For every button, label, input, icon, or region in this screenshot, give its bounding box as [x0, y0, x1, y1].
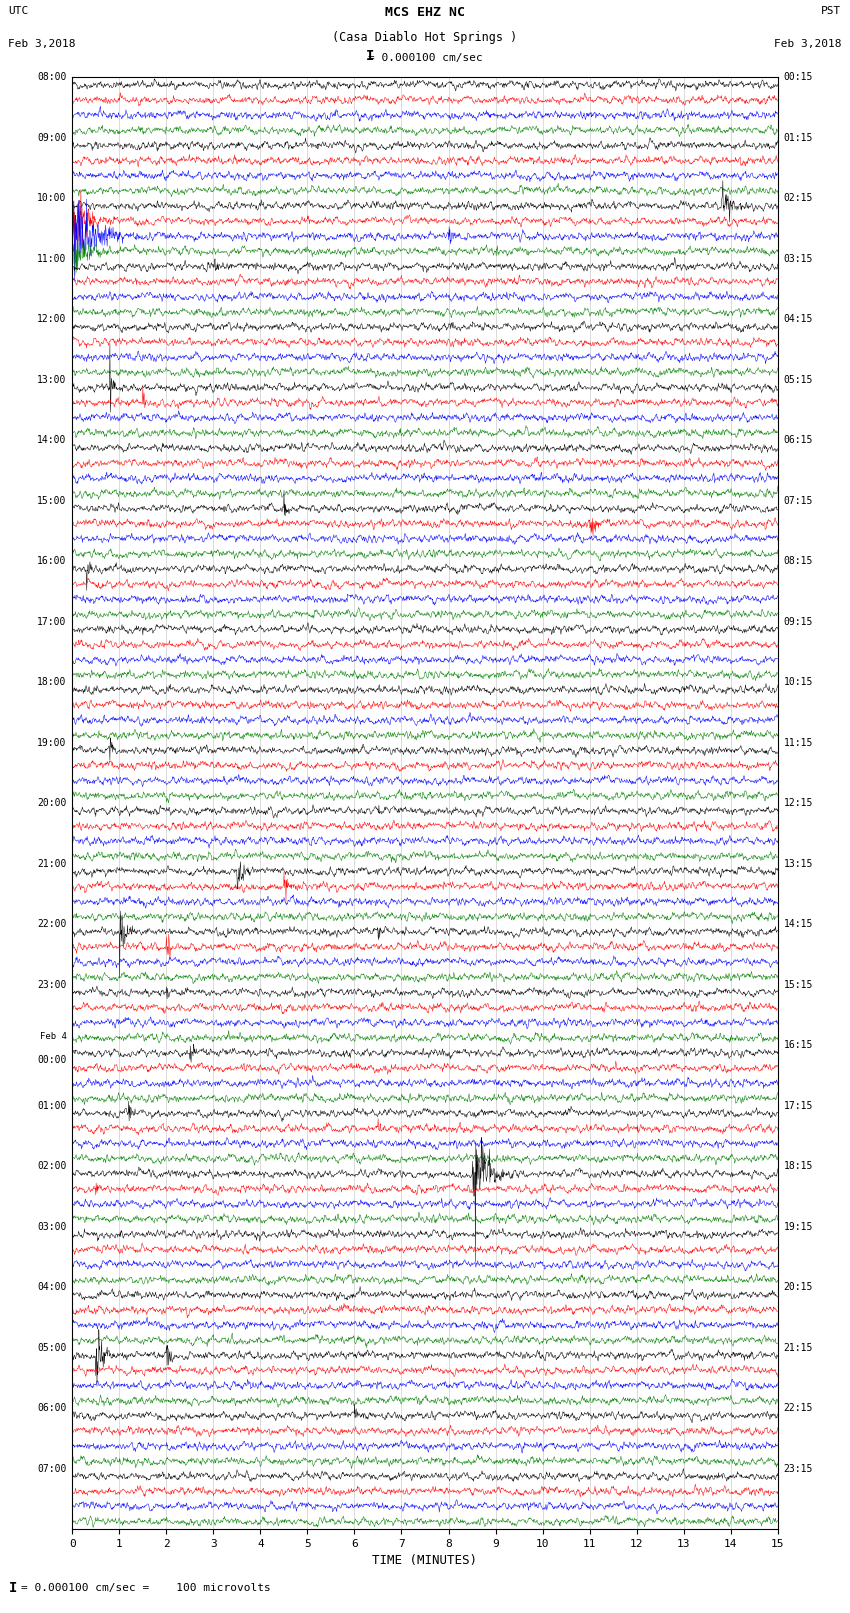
Text: UTC: UTC: [8, 6, 29, 16]
Text: 01:15: 01:15: [784, 132, 813, 144]
Text: 04:15: 04:15: [784, 315, 813, 324]
Text: 19:00: 19:00: [37, 737, 66, 748]
Text: 08:00: 08:00: [37, 73, 66, 82]
Text: 08:15: 08:15: [784, 556, 813, 566]
Text: Feb 4: Feb 4: [40, 1032, 66, 1040]
Text: 11:00: 11:00: [37, 253, 66, 265]
Text: 12:00: 12:00: [37, 315, 66, 324]
Text: 14:00: 14:00: [37, 436, 66, 445]
Text: Feb 3,2018: Feb 3,2018: [774, 39, 842, 48]
Text: 06:15: 06:15: [784, 436, 813, 445]
Text: 06:00: 06:00: [37, 1403, 66, 1413]
Text: 16:00: 16:00: [37, 556, 66, 566]
Text: 03:00: 03:00: [37, 1221, 66, 1232]
Text: 12:15: 12:15: [784, 798, 813, 808]
Text: 13:15: 13:15: [784, 858, 813, 869]
Text: MCS EHZ NC: MCS EHZ NC: [385, 6, 465, 19]
Text: 17:15: 17:15: [784, 1100, 813, 1111]
Text: 20:00: 20:00: [37, 798, 66, 808]
Text: PST: PST: [821, 6, 842, 16]
Text: 15:15: 15:15: [784, 979, 813, 990]
Text: 04:00: 04:00: [37, 1282, 66, 1292]
Text: 10:00: 10:00: [37, 194, 66, 203]
Text: 00:15: 00:15: [784, 73, 813, 82]
Text: 07:15: 07:15: [784, 495, 813, 506]
Text: 23:15: 23:15: [784, 1463, 813, 1474]
Text: 09:15: 09:15: [784, 616, 813, 627]
Text: 01:00: 01:00: [37, 1100, 66, 1111]
Text: 19:15: 19:15: [784, 1221, 813, 1232]
Text: 02:00: 02:00: [37, 1161, 66, 1171]
Text: 22:00: 22:00: [37, 919, 66, 929]
Text: 11:15: 11:15: [784, 737, 813, 748]
Text: (Casa Diablo Hot Springs ): (Casa Diablo Hot Springs ): [332, 31, 518, 44]
Text: 02:15: 02:15: [784, 194, 813, 203]
Text: 17:00: 17:00: [37, 616, 66, 627]
Text: 21:15: 21:15: [784, 1342, 813, 1353]
Text: Feb 3,2018: Feb 3,2018: [8, 39, 76, 48]
Text: 23:00: 23:00: [37, 979, 66, 990]
Text: 18:00: 18:00: [37, 677, 66, 687]
Text: = 0.000100 cm/sec: = 0.000100 cm/sec: [367, 53, 483, 63]
Text: I: I: [366, 50, 374, 63]
Text: 14:15: 14:15: [784, 919, 813, 929]
Text: 22:15: 22:15: [784, 1403, 813, 1413]
Text: 20:15: 20:15: [784, 1282, 813, 1292]
Text: 16:15: 16:15: [784, 1040, 813, 1050]
Text: 09:00: 09:00: [37, 132, 66, 144]
Text: 07:00: 07:00: [37, 1463, 66, 1474]
Text: 18:15: 18:15: [784, 1161, 813, 1171]
Text: I: I: [8, 1581, 17, 1595]
Text: 05:00: 05:00: [37, 1342, 66, 1353]
Text: 05:15: 05:15: [784, 374, 813, 386]
Text: 03:15: 03:15: [784, 253, 813, 265]
Text: 13:00: 13:00: [37, 374, 66, 386]
Text: 10:15: 10:15: [784, 677, 813, 687]
X-axis label: TIME (MINUTES): TIME (MINUTES): [372, 1555, 478, 1568]
Text: = 0.000100 cm/sec =    100 microvolts: = 0.000100 cm/sec = 100 microvolts: [21, 1584, 271, 1594]
Text: 15:00: 15:00: [37, 495, 66, 506]
Text: 00:00: 00:00: [37, 1055, 66, 1065]
Text: 21:00: 21:00: [37, 858, 66, 869]
